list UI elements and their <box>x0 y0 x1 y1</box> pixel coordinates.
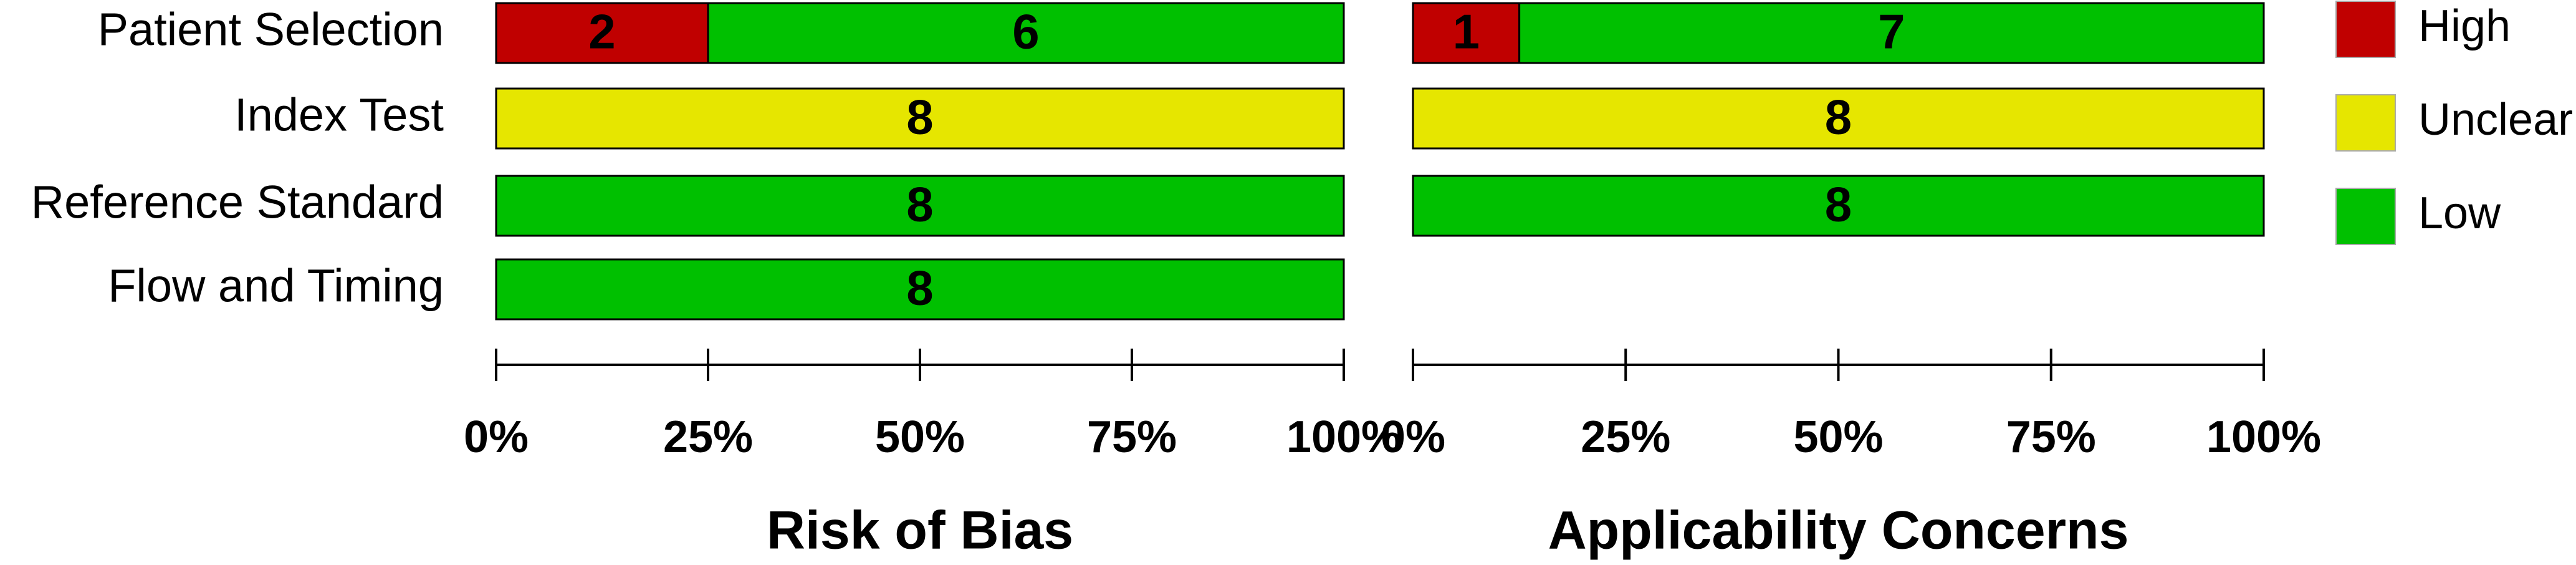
x-tick-label: 0% <box>464 412 529 462</box>
x-tick-label: 25% <box>663 412 753 462</box>
legend-label: High <box>2418 1 2511 51</box>
value-label: 8 <box>906 261 933 316</box>
category-label: Index Test <box>234 89 444 141</box>
value-label: 8 <box>1825 90 1852 145</box>
bar-segment <box>495 258 1345 321</box>
x-tick-label: 100% <box>1286 412 1401 462</box>
value-label: 7 <box>1878 4 1905 59</box>
value-label: 6 <box>1012 4 1039 59</box>
legend-swatch <box>2335 188 2396 245</box>
category-label: Flow and Timing <box>108 260 444 312</box>
legend-label: Low <box>2418 188 2501 238</box>
bar-segment <box>495 175 1345 237</box>
value-label: 2 <box>588 4 615 59</box>
legend-swatch <box>2335 94 2396 152</box>
bar-segment <box>1412 87 2265 150</box>
category-label: Reference Standard <box>31 176 444 228</box>
bar-segment <box>1412 175 2265 237</box>
category-label: Patient Selection <box>98 4 444 56</box>
legend-label: Unclear <box>2418 95 2573 145</box>
value-label: 8 <box>906 177 933 232</box>
x-tick-label: 50% <box>875 412 965 462</box>
bar-segment <box>495 87 1345 150</box>
legend-swatch <box>2335 1 2396 58</box>
bar-segment <box>707 2 1345 64</box>
x-tick-label: 50% <box>1793 412 1883 462</box>
bar-segment <box>1518 2 2265 64</box>
x-tick-label: 100% <box>2206 412 2321 462</box>
bar-segment <box>495 2 709 64</box>
x-tick-label: 0% <box>1381 412 1445 462</box>
value-label: 8 <box>906 90 933 145</box>
axis-title: Risk of Bias <box>767 501 1073 561</box>
value-label: 1 <box>1453 4 1480 59</box>
axis-title: Applicability Concerns <box>1548 501 2129 561</box>
x-tick-label: 25% <box>1581 412 1670 462</box>
bar-segment <box>1412 2 1521 64</box>
x-tick-label: 75% <box>1087 412 1177 462</box>
x-tick-label: 75% <box>2006 412 2096 462</box>
value-label: 8 <box>1825 177 1852 232</box>
